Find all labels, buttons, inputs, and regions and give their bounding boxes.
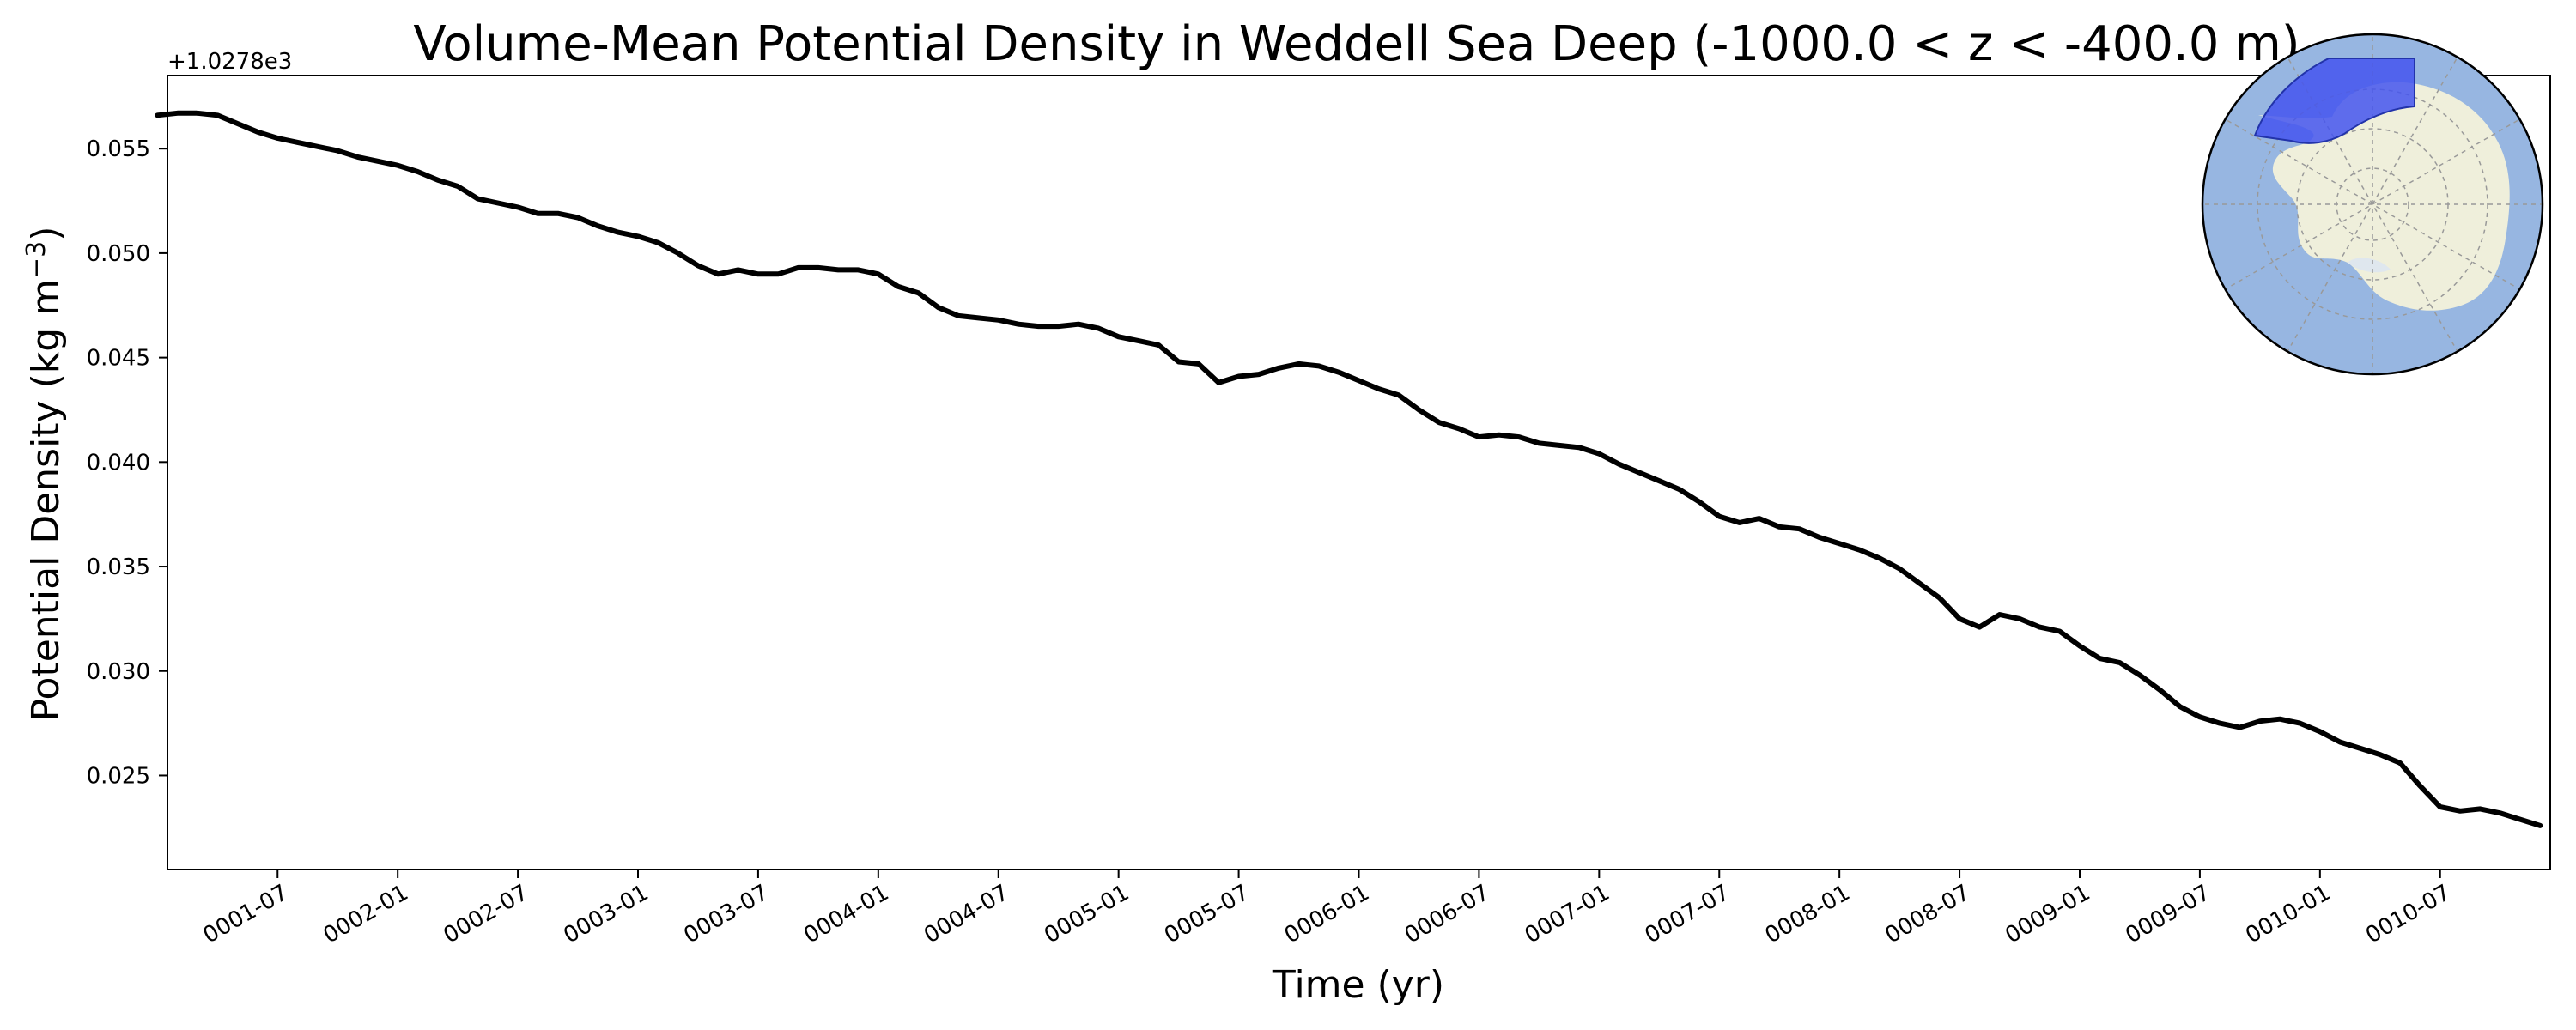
y-axis-label-text: Potential Density (kg m [24,279,68,721]
inset-graticule [2202,34,2543,374]
y-tick-label: 0.050 [87,241,150,267]
x-tick-label: 0007-07 [1641,880,1735,948]
x-tick-label: 0001-07 [199,880,293,948]
x-tick-label: 0002-01 [319,880,413,948]
x-tick-label: 0006-01 [1280,880,1374,948]
x-tick-label: 0009-07 [2121,880,2215,948]
x-tick-label: 0008-07 [1880,880,1974,948]
y-axis-label-exponent: −3 [21,241,52,279]
inset-weddell-region [2253,58,2415,144]
y-tick-label: 0.055 [87,136,150,162]
y-axis-label-close: ) [24,227,68,241]
y-offset-label: +1.0278e3 [167,49,292,75]
y-tick-label: 0.030 [87,659,150,685]
x-ticks: 0001-07 0002-01 0002-07 0003-01 0003-07 0004-… [199,869,2455,948]
x-tick-label: 0008-01 [1761,880,1855,948]
x-tick-label: 0005-01 [1040,880,1133,948]
chart-title: Volume-Mean Potential Density in Weddell… [413,16,2300,72]
y-tick-label: 0.045 [87,346,150,372]
y-ticks: 0.025 0.030 0.035 0.040 0.045 0.050 0.055 [87,136,167,789]
plot-frame [167,75,2551,870]
x-axis-label: Time (yr) [1272,963,1444,1007]
x-tick-label: 0003-01 [559,880,653,948]
y-tick-label: 0.040 [87,450,150,476]
inset-border [2201,33,2544,376]
y-tick-label: 0.035 [87,554,150,580]
x-tick-label: 0005-07 [1160,880,1254,948]
inset-meridian-line [2223,118,2522,291]
x-tick-label: 0009-01 [2001,880,2094,948]
x-tick-label: 0004-07 [920,880,1013,948]
x-tick-label: 0003-07 [679,880,773,948]
y-axis-label: Potential Density (kg m−3) [21,227,68,722]
x-tick-label: 0010-07 [2361,880,2455,948]
x-tick-label: 0010-01 [2241,880,2335,948]
y-tick-label: 0.025 [87,763,150,789]
x-tick-label: 0007-01 [1521,880,1614,948]
x-tick-label: 0006-07 [1400,880,1494,948]
x-tick-label: 0004-01 [799,880,893,948]
inset-ross-shelf [2348,258,2391,273]
inset-map [2201,33,2544,376]
x-tick-label: 0002-07 [440,880,533,948]
series-line [155,110,2543,828]
